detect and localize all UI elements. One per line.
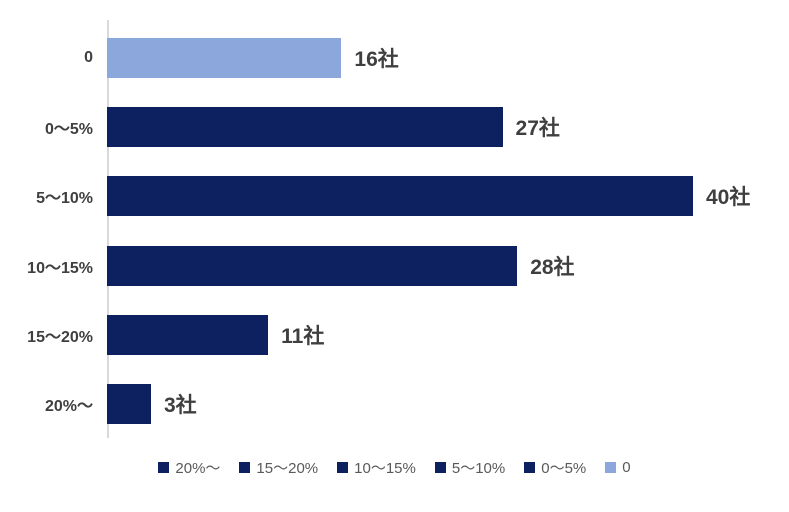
value-label: 3社 [163,394,197,418]
bar-track: 11社 [107,314,789,355]
legend-swatch-icon [434,462,446,473]
legend-swatch-icon [524,462,536,473]
legend-label: 15～20% [256,460,319,477]
bar[interactable] [107,314,269,355]
bar[interactable] [107,37,342,78]
bar-row: 5～10% 40社 [0,162,789,231]
legend-swatch-icon [337,462,349,473]
legend-swatch-icon [158,462,170,473]
category-label: 15～20% [27,328,93,346]
legend-label: 0 [622,459,631,476]
category-label: 0～5% [44,120,93,138]
value-label: 11社 [281,324,325,348]
category-label: 5～10% [36,190,93,208]
value-label: 27社 [515,116,560,140]
legend-label: 20%～ [175,460,221,477]
bar-row: 10～15% 28社 [0,231,789,300]
legend-item[interactable]: 10～15% [337,457,416,478]
legend-label: 5～10% [451,460,506,477]
plot-area: 0 16社 0～5% 27社 5～10% 40社 10～15% 28社 [0,23,789,439]
bar-row: 0～5% 27社 [0,92,789,161]
value-label: 40社 [706,186,751,210]
legend-item[interactable]: 5～10% [434,457,506,478]
bar-track: 3社 [107,384,789,425]
bar-track: 27社 [107,106,789,147]
legend-label: 10～15% [354,460,416,477]
category-axis-line [107,20,109,438]
bar-track: 40社 [107,176,789,217]
bar-track: 28社 [107,245,789,286]
bar-row: 15～20% 11社 [0,300,789,369]
value-label: 28社 [530,255,575,279]
bar-row: 20%～ 3社 [0,369,789,438]
legend-label: 0～5% [541,460,587,477]
legend-swatch-icon [605,462,617,473]
legend: 20%～ 15～20% 10～15% 5～10% 0～5% 0 [0,457,789,478]
legend-item[interactable]: 20%～ [158,457,220,478]
legend-item[interactable]: 15～20% [239,457,318,478]
bar[interactable] [107,245,518,286]
bar[interactable] [107,384,151,425]
legend-item[interactable]: 0 [605,459,631,476]
bar[interactable] [107,176,693,217]
value-label: 16社 [354,47,399,71]
category-label: 20%～ [44,398,93,416]
category-label: 10～15% [27,259,93,277]
legend-item[interactable]: 0～5% [524,457,586,478]
legend-swatch-icon [239,462,251,473]
category-label: 0 [84,48,93,66]
bar-track: 16社 [107,37,789,78]
bar-row: 0 16社 [0,23,789,92]
bar[interactable] [107,106,503,147]
